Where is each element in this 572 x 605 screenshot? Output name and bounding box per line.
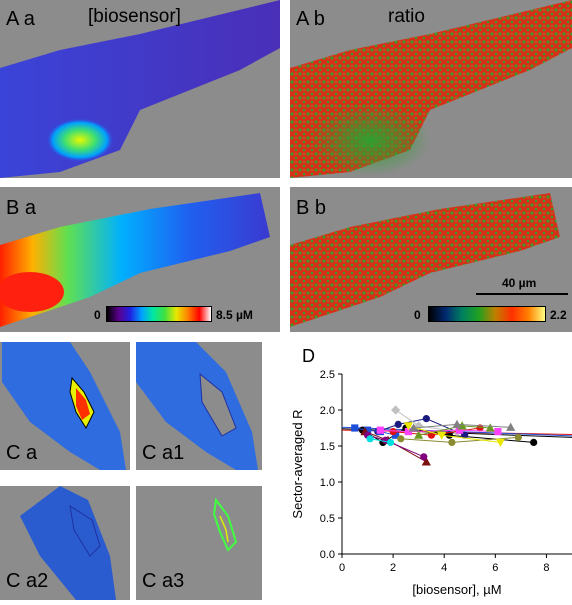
panel-c-a1-image bbox=[136, 342, 258, 470]
panel-b-a: B a 0 8.5 µM bbox=[0, 187, 280, 332]
axis-ticks: 0.0 0.5 1.0 1.5 2.0 2.5 0 2 4 6 8 bbox=[320, 369, 550, 574]
panel-b-b: B b 40 µm 0 2.2 bbox=[290, 187, 572, 332]
panel-a-b-image bbox=[290, 0, 572, 178]
data-point bbox=[363, 426, 372, 434]
data-point bbox=[421, 457, 431, 466]
panel-c-a2-image bbox=[20, 486, 116, 600]
series-line bbox=[380, 429, 498, 433]
data-point bbox=[427, 431, 436, 439]
panel-a-a-image bbox=[0, 0, 280, 178]
data-point bbox=[391, 405, 401, 415]
y-tick-label: 2.5 bbox=[320, 369, 335, 381]
colorbar-conc bbox=[106, 306, 212, 322]
x-tick-label: 0 bbox=[339, 562, 345, 574]
data-point bbox=[397, 435, 405, 443]
x-tick-label: 8 bbox=[543, 562, 549, 574]
data-point bbox=[392, 431, 400, 439]
data-point bbox=[422, 415, 430, 423]
panel-a-header: [biosensor] bbox=[88, 6, 181, 27]
series-line bbox=[354, 427, 396, 436]
data-point bbox=[514, 433, 522, 441]
colorbar-ratio-max: 2.2 bbox=[550, 308, 567, 322]
panel-a-a-label: A a bbox=[6, 8, 35, 30]
x-tick-label: 4 bbox=[441, 562, 447, 574]
y-tick-label: 0.5 bbox=[320, 513, 335, 525]
data-point bbox=[408, 423, 419, 432]
data-point bbox=[452, 419, 462, 428]
data-series bbox=[351, 405, 538, 466]
data-point bbox=[437, 431, 447, 440]
data-point bbox=[376, 426, 384, 434]
data-point bbox=[530, 438, 538, 446]
panel-c-a-image bbox=[2, 342, 126, 470]
chart-panel-label: D bbox=[302, 346, 315, 366]
data-point bbox=[420, 453, 428, 461]
panel-c-a2-label: C a2 bbox=[6, 570, 49, 592]
panel-c-a-label: C a bbox=[6, 442, 38, 464]
colorbar-conc-max: 8.5 µM bbox=[216, 308, 253, 322]
x-axis-label: [biosensor], µM bbox=[412, 582, 501, 597]
panel-a-b-label: A b bbox=[296, 8, 325, 30]
y-tick-label: 1.5 bbox=[320, 441, 335, 453]
y-axis-label: Sector-averaged R bbox=[290, 409, 305, 518]
data-point bbox=[389, 428, 397, 436]
panel-a-b: A b ratio bbox=[290, 0, 572, 178]
data-point bbox=[414, 430, 424, 439]
data-point bbox=[494, 428, 502, 436]
x-tick-label: 6 bbox=[492, 562, 498, 574]
scalebar-label: 40 µm bbox=[502, 276, 537, 290]
panel-c-a: C a bbox=[0, 342, 130, 470]
panel-b-header: ratio bbox=[388, 6, 425, 27]
colorbar-conc-min: 0 bbox=[94, 308, 101, 322]
panel-c-a3-image bbox=[212, 497, 238, 552]
chart-d-svg: D Sector-averaged R [biosensor], µM 0.00… bbox=[290, 346, 572, 597]
y-tick-label: 0.0 bbox=[320, 549, 335, 561]
panel-c-a3-label: C a3 bbox=[142, 570, 185, 592]
panel-c-a3: C a3 bbox=[136, 486, 262, 600]
panel-b-b-image bbox=[290, 193, 568, 327]
data-point bbox=[394, 420, 402, 428]
colorbar-ratio-min: 0 bbox=[414, 308, 421, 322]
panel-a-a: A a [biosensor] bbox=[0, 0, 280, 178]
data-point bbox=[506, 422, 516, 431]
data-point bbox=[404, 428, 413, 436]
panel-c-a1: C a1 bbox=[136, 342, 262, 470]
data-point bbox=[495, 438, 506, 447]
data-point bbox=[351, 424, 359, 432]
data-point bbox=[366, 435, 374, 443]
data-point bbox=[445, 431, 453, 439]
data-point bbox=[386, 438, 395, 446]
panel-c-a1-label: C a1 bbox=[142, 442, 185, 464]
y-tick-label: 1.0 bbox=[320, 477, 335, 489]
chart-d: D Sector-averaged R [biosensor], µM 0.0 0… bbox=[280, 342, 572, 600]
x-tick-label: 2 bbox=[390, 562, 396, 574]
data-point bbox=[403, 422, 414, 431]
panel-b-a-label: B a bbox=[6, 197, 37, 219]
data-point bbox=[455, 426, 464, 434]
panel-b-b-label: B b bbox=[296, 197, 327, 219]
data-point bbox=[448, 438, 456, 446]
y-tick-label: 2.0 bbox=[320, 405, 335, 417]
colorbar-ratio bbox=[428, 306, 546, 322]
panel-c-a2: C a2 bbox=[0, 486, 130, 600]
panel-b-a-image bbox=[0, 193, 270, 327]
data-point bbox=[485, 423, 495, 432]
